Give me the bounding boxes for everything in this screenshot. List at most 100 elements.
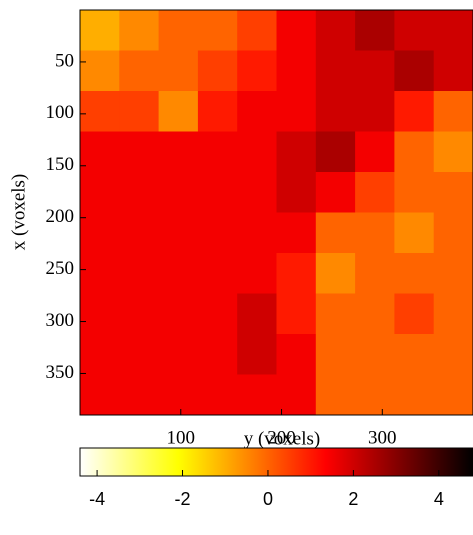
x-tick-label: 300 [368, 427, 397, 448]
heatmap-cell [197, 10, 238, 51]
x-tick-label: 200 [267, 427, 296, 448]
heatmap-cell [433, 131, 473, 173]
heatmap-cell [355, 131, 395, 173]
colorbar-tick-label: -4 [89, 489, 105, 509]
y-axis-label: x (voxels) [8, 174, 29, 251]
heatmap-cell [197, 172, 238, 213]
heatmap-cell [80, 374, 120, 416]
heatmap-cell [355, 91, 395, 132]
heatmap-cell [80, 253, 120, 294]
x-tick-label: 100 [167, 427, 196, 448]
heatmap-cell [315, 374, 356, 416]
heatmap-cell [315, 91, 356, 132]
heatmap-cell [355, 374, 395, 416]
heatmap-cell [119, 374, 160, 416]
heatmap-cell [276, 212, 317, 254]
heatmap-cell [394, 172, 435, 213]
axes: 100 200 300 50 100 150 200 250 300 350 [46, 9, 473, 448]
heatmap-cell [80, 10, 120, 51]
heatmap-cell [433, 172, 473, 213]
heatmap-cell [237, 131, 277, 173]
heatmap-cell [158, 10, 199, 51]
heatmap-cell [276, 91, 317, 132]
heatmap-cell [276, 10, 317, 51]
heatmap-cell [197, 293, 238, 335]
heatmap-cell [119, 172, 160, 213]
heatmap-cell [158, 374, 199, 416]
heatmap-cell [237, 212, 277, 254]
heatmap-cell [355, 50, 395, 92]
heatmap-cell [276, 253, 317, 294]
heatmap-cell [197, 253, 238, 294]
heatmap [80, 10, 473, 416]
heatmap-cell [394, 293, 435, 335]
heatmap-cell [119, 91, 160, 132]
heatmap-cell [315, 172, 356, 213]
colorbar-tick-label: 4 [434, 489, 444, 509]
heatmap-cell [80, 212, 120, 254]
heatmap-cell [394, 50, 435, 92]
heatmap-cell [80, 131, 120, 173]
heatmap-cell [394, 212, 435, 254]
x-axis-label: y (voxels) [244, 428, 321, 449]
heatmap-cell [237, 334, 277, 375]
heatmap-cell [197, 50, 238, 92]
heatmap-cell [276, 334, 317, 375]
heatmap-cell [276, 50, 317, 92]
heatmap-cell [276, 131, 317, 173]
heatmap-cell [394, 334, 435, 375]
y-tick-label: 200 [46, 206, 75, 227]
heatmap-cell [119, 50, 160, 92]
heatmap-cell [80, 50, 120, 92]
heatmap-cell [355, 293, 395, 335]
heatmap-cell [355, 212, 395, 254]
heatmap-cell [355, 10, 395, 51]
heatmap-cell [237, 91, 277, 132]
heatmap-cell [119, 334, 160, 375]
plot-frame [79, 9, 473, 416]
heatmap-cell [315, 293, 356, 335]
heatmap-cell [197, 91, 238, 132]
heatmap-cell [119, 10, 160, 51]
colorbar-tick-label: -2 [175, 489, 191, 509]
heatmap-cell [276, 293, 317, 335]
y-tick-label: 300 [46, 310, 75, 331]
heatmap-cell [315, 10, 356, 51]
heatmap-cell [158, 50, 199, 92]
heatmap-cell [80, 172, 120, 213]
heatmap-cell [315, 50, 356, 92]
heatmap-cell [355, 253, 395, 294]
colorbar [79, 447, 473, 477]
heatmap-cell [315, 212, 356, 254]
heatmap-cell [158, 253, 199, 294]
heatmap-cell [119, 253, 160, 294]
heatmap-cell [315, 253, 356, 294]
y-tick-label: 150 [46, 154, 75, 175]
heatmap-cell [158, 131, 199, 173]
heatmap-cell [237, 374, 277, 416]
heatmap-cell [237, 50, 277, 92]
heatmap-cell [433, 374, 473, 416]
heatmap-cell [237, 253, 277, 294]
heatmap-cell [80, 91, 120, 132]
heatmap-cell [433, 50, 473, 92]
heatmap-cell [276, 374, 317, 416]
heatmap-cell [433, 10, 473, 51]
heatmap-cell [315, 131, 356, 173]
heatmap-cell [394, 10, 435, 51]
heatmap-cell [394, 253, 435, 294]
heatmap-cell [433, 253, 473, 294]
y-tick-label: 100 [46, 102, 75, 123]
heatmap-cell [433, 212, 473, 254]
heatmap-cell [433, 334, 473, 375]
heatmap-cell [394, 374, 435, 416]
heatmap-cell [237, 172, 277, 213]
heatmap-cell [394, 91, 435, 132]
heatmap-cell [237, 293, 277, 335]
y-tick-label: 250 [46, 258, 75, 279]
heatmap-cell [158, 293, 199, 335]
heatmap-cell [197, 374, 238, 416]
heatmap-cell [158, 91, 199, 132]
heatmap-cell [158, 334, 199, 375]
y-tick-label: 350 [46, 362, 75, 383]
